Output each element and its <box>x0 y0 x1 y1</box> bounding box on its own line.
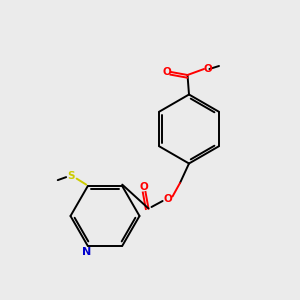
Text: O: O <box>163 67 172 77</box>
Text: O: O <box>164 194 172 205</box>
Text: N: N <box>82 247 91 257</box>
Text: O: O <box>140 182 148 193</box>
Text: O: O <box>203 64 212 74</box>
Text: S: S <box>68 171 75 181</box>
